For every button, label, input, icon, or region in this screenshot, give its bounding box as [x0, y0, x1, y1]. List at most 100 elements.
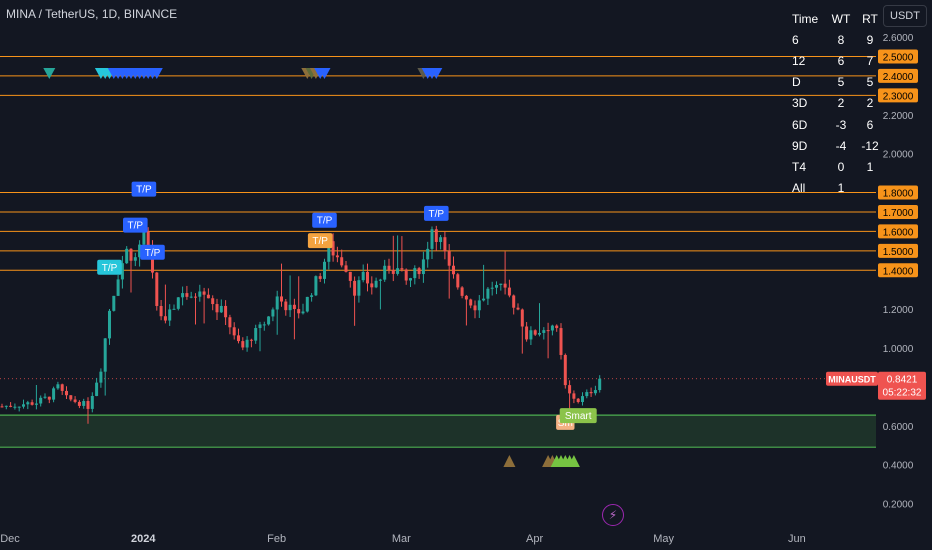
candle — [396, 268, 400, 274]
candle — [357, 280, 361, 296]
candle — [172, 308, 176, 310]
signal-label-text: T/P — [136, 185, 152, 196]
candle — [538, 332, 541, 335]
candle — [499, 283, 503, 285]
candle — [211, 298, 215, 305]
candle — [60, 384, 64, 391]
candle — [224, 305, 228, 318]
level-tag-label: 1.4000 — [883, 266, 914, 277]
level-tag-label: 1.7000 — [883, 208, 914, 219]
signal-down-marker — [318, 68, 331, 79]
candle — [39, 397, 43, 404]
candle — [344, 265, 348, 272]
candle — [65, 390, 68, 396]
candle — [555, 325, 559, 329]
candle — [542, 330, 546, 333]
candle — [241, 341, 245, 348]
candle — [232, 327, 236, 336]
candle — [116, 279, 120, 296]
level-tag — [878, 49, 918, 64]
candle — [464, 295, 468, 300]
candle — [568, 385, 572, 394]
candle — [30, 402, 34, 405]
currency-button[interactable]: USDT — [883, 5, 927, 27]
candle — [17, 406, 21, 408]
signal-row: 3D 2 2 — [784, 93, 884, 114]
candle — [546, 330, 550, 332]
candle — [335, 255, 339, 258]
candle — [391, 269, 395, 274]
signal-label-box — [123, 217, 148, 233]
y-tick-label: 0.6000 — [883, 422, 914, 433]
y-tick-label: 2.6000 — [883, 33, 914, 44]
candle — [585, 392, 589, 397]
signal-label-box — [424, 205, 449, 221]
candle — [267, 316, 271, 325]
candle — [516, 307, 520, 310]
candle — [237, 335, 240, 342]
signal-row: 6 8 9 — [784, 29, 884, 50]
row-rt: 9 — [866, 32, 874, 47]
candle — [77, 401, 81, 406]
x-tick-label: May — [653, 533, 674, 545]
row-rt: 5 — [866, 75, 874, 90]
support-zone — [0, 415, 876, 448]
candle — [181, 293, 185, 298]
candle — [331, 241, 335, 256]
row-wt: 5 — [837, 75, 845, 90]
candle — [361, 271, 365, 281]
candle — [108, 310, 111, 339]
candle — [460, 287, 464, 296]
signal-label-box — [559, 408, 597, 424]
signal-row: 12 6 7 — [784, 50, 884, 71]
signal-down-marker — [150, 68, 163, 79]
signal-row: All 1 — [784, 178, 884, 199]
last-price-label: 0.8421 — [887, 375, 918, 386]
candle — [301, 311, 305, 314]
candle — [185, 293, 189, 297]
candle — [443, 237, 447, 252]
row-wt: -3 — [835, 117, 847, 132]
symbol-tag — [826, 371, 878, 386]
signal-label-box — [97, 259, 122, 275]
signal-label-text: T/P — [312, 236, 328, 247]
candle — [95, 382, 99, 396]
candle — [370, 283, 374, 288]
candle — [138, 244, 142, 258]
row-time: 6D — [792, 117, 808, 132]
row-time: 3D — [792, 96, 808, 111]
candle — [26, 402, 30, 405]
header-time: Time — [792, 11, 819, 26]
candle — [512, 295, 516, 308]
candle — [86, 401, 90, 409]
candle — [254, 328, 258, 341]
candle — [47, 396, 51, 400]
lightning-icon[interactable]: ⚡ — [602, 504, 624, 526]
candle — [228, 317, 232, 328]
candle — [43, 396, 47, 398]
row-rt: 7 — [866, 53, 874, 68]
candle — [327, 241, 331, 262]
candle — [159, 305, 163, 317]
candle — [520, 309, 524, 327]
candle — [103, 338, 107, 372]
candle — [22, 404, 25, 407]
candle — [112, 295, 116, 311]
signal-label-box — [140, 244, 165, 260]
candle — [271, 309, 275, 317]
y-tick-label: 2.0000 — [883, 150, 914, 161]
candle — [400, 268, 404, 270]
signal-down-marker — [43, 68, 56, 79]
candle — [447, 251, 451, 266]
candle — [288, 304, 292, 311]
x-tick-label: Jun — [788, 533, 806, 545]
x-tick-label: Apr — [526, 533, 543, 545]
candle — [340, 257, 344, 266]
header-wt: WT — [831, 11, 851, 26]
row-wt: 6 — [837, 53, 845, 68]
candle — [318, 276, 322, 279]
row-wt: 2 — [837, 96, 845, 111]
y-tick-label: 0.4000 — [883, 461, 914, 472]
row-wt: -4 — [835, 138, 847, 153]
